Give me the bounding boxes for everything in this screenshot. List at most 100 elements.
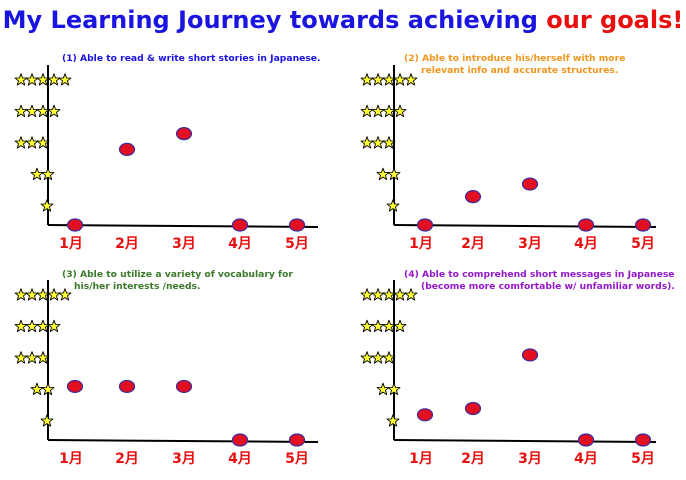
x-axis-line bbox=[47, 439, 319, 443]
star-icon bbox=[36, 351, 50, 364]
star-icon bbox=[382, 351, 396, 364]
star-icon bbox=[40, 414, 54, 427]
star-icon bbox=[25, 319, 39, 333]
star-icon bbox=[14, 136, 28, 149]
star-icon bbox=[360, 288, 374, 301]
star-icon bbox=[25, 73, 39, 86]
data-point bbox=[416, 218, 434, 232]
chart-panel-4: (4) Able to comprehend short messages in… bbox=[360, 269, 675, 467]
star-icon bbox=[382, 104, 396, 118]
star-icon bbox=[404, 73, 418, 86]
star-icon bbox=[393, 104, 407, 118]
y-tick-stars-3 bbox=[360, 351, 396, 364]
star-icon bbox=[386, 414, 400, 427]
star-icon bbox=[47, 73, 61, 86]
star-icon bbox=[371, 319, 385, 333]
data-point bbox=[288, 218, 306, 232]
data-point bbox=[66, 218, 84, 232]
data-point bbox=[118, 379, 136, 394]
star-icon bbox=[25, 104, 39, 118]
y-tick-stars-5 bbox=[14, 73, 72, 86]
star-icon bbox=[360, 319, 374, 333]
star-icon bbox=[30, 167, 44, 181]
x-tick-label: 3月 bbox=[518, 236, 542, 252]
star-icon bbox=[25, 136, 39, 149]
x-tick-label: 4月 bbox=[574, 451, 598, 467]
star-icon bbox=[393, 73, 407, 86]
star-icon bbox=[371, 288, 385, 301]
y-tick-stars-4 bbox=[360, 104, 407, 118]
x-tick-label: 2月 bbox=[461, 451, 485, 467]
star-icon bbox=[393, 288, 407, 301]
chart-title-line: his/her interests /needs. bbox=[74, 281, 201, 292]
star-icon bbox=[14, 73, 28, 86]
data-point bbox=[231, 433, 249, 447]
x-tick-label: 4月 bbox=[228, 236, 252, 252]
y-tick-stars-3 bbox=[14, 136, 50, 149]
y-tick-stars-5 bbox=[360, 73, 418, 86]
chart-title-line: (become more comfortable w/ unfamiliar w… bbox=[421, 281, 675, 292]
data-point bbox=[464, 401, 482, 416]
star-icon bbox=[376, 167, 390, 181]
star-icon bbox=[386, 199, 400, 212]
chart-title-line: (4) Able to comprehend short messages in… bbox=[404, 269, 675, 280]
data-point bbox=[416, 408, 434, 422]
y-tick-stars-1 bbox=[386, 199, 400, 212]
x-tick-label: 2月 bbox=[115, 236, 139, 252]
star-icon bbox=[14, 288, 28, 301]
chart-title-line: (2) Able to introduce his/herself with m… bbox=[404, 53, 625, 64]
star-icon bbox=[25, 351, 39, 364]
star-icon bbox=[36, 104, 50, 118]
y-tick-stars-4 bbox=[360, 319, 407, 333]
star-icon bbox=[387, 167, 401, 181]
star-icon bbox=[36, 319, 50, 333]
star-icon bbox=[371, 104, 385, 118]
x-tick-label: 1月 bbox=[59, 236, 83, 252]
data-point bbox=[288, 433, 306, 447]
star-icon bbox=[393, 319, 407, 333]
x-tick-label: 2月 bbox=[115, 451, 139, 467]
star-icon bbox=[371, 73, 385, 86]
y-tick-stars-4 bbox=[14, 319, 61, 333]
star-icon bbox=[360, 104, 374, 118]
chart-panel-2: (2) Able to introduce his/herself with m… bbox=[360, 53, 657, 252]
data-point bbox=[634, 433, 652, 447]
x-axis-line bbox=[393, 439, 657, 443]
star-icon bbox=[41, 167, 55, 181]
star-icon bbox=[14, 104, 28, 118]
data-point bbox=[66, 379, 84, 394]
page-title-part2: our goals! bbox=[546, 6, 684, 34]
star-icon bbox=[40, 199, 54, 212]
data-point bbox=[634, 218, 652, 232]
x-tick-label: 2月 bbox=[461, 236, 485, 252]
y-tick-stars-1 bbox=[40, 414, 54, 427]
x-tick-label: 3月 bbox=[172, 236, 196, 252]
y-tick-stars-5 bbox=[360, 288, 418, 301]
x-tick-label: 5月 bbox=[285, 451, 309, 467]
chart-title-line: (3) Able to utilize a variety of vocabul… bbox=[62, 269, 293, 280]
star-icon bbox=[36, 136, 50, 149]
y-tick-stars-1 bbox=[40, 199, 54, 212]
star-icon bbox=[47, 288, 61, 301]
x-tick-label: 3月 bbox=[172, 451, 196, 467]
x-tick-label: 5月 bbox=[631, 451, 655, 467]
x-axis-line bbox=[393, 224, 657, 228]
star-icon bbox=[371, 136, 385, 149]
star-icon bbox=[382, 136, 396, 149]
star-icon bbox=[14, 319, 28, 333]
data-point bbox=[521, 177, 539, 191]
star-icon bbox=[376, 382, 390, 396]
page-title: My Learning Journey towards achieving ou… bbox=[0, 6, 686, 34]
data-point bbox=[577, 218, 595, 232]
star-icon bbox=[14, 351, 28, 364]
star-icon bbox=[404, 288, 418, 301]
star-icon bbox=[360, 73, 374, 86]
page-title-part1: My Learning Journey towards achieving bbox=[2, 6, 547, 34]
y-tick-stars-1 bbox=[386, 414, 400, 427]
x-tick-label: 3月 bbox=[518, 451, 542, 467]
x-axis-line bbox=[47, 224, 319, 228]
y-tick-stars-2 bbox=[376, 167, 401, 181]
data-point bbox=[175, 379, 193, 394]
star-icon bbox=[30, 382, 44, 396]
